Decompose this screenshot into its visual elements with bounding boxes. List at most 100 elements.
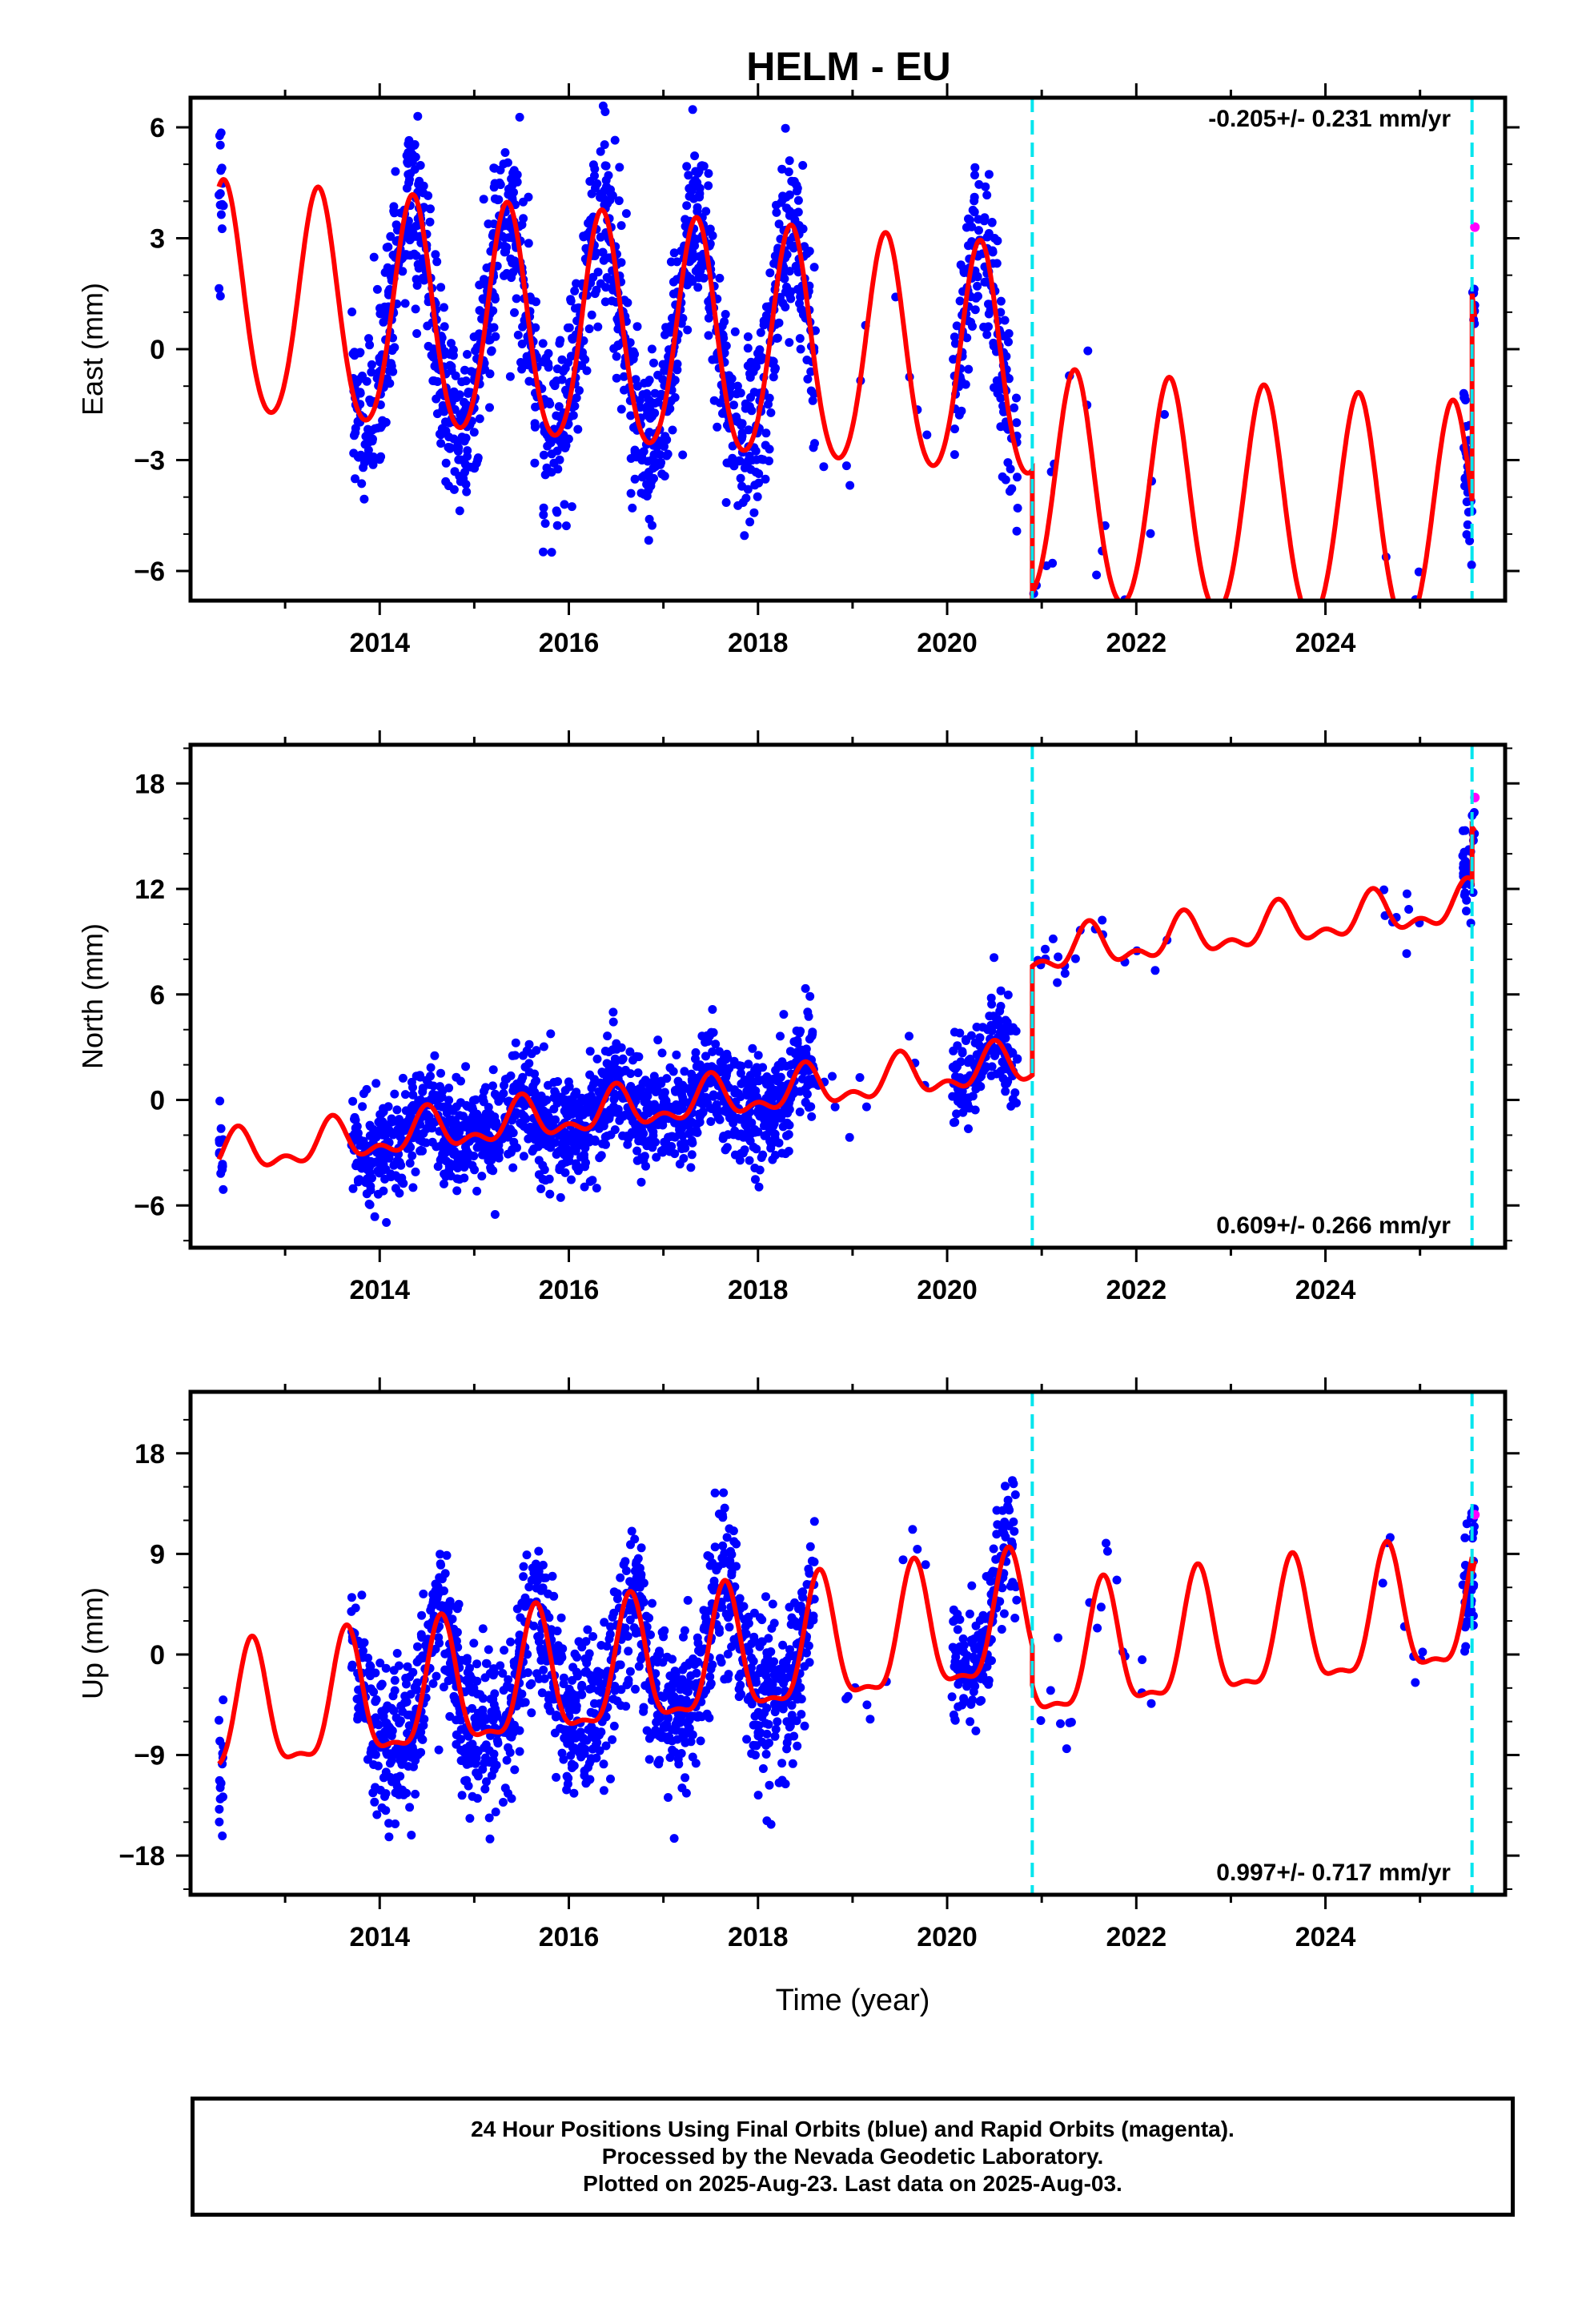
data-point (400, 1090, 410, 1100)
data-point (753, 1731, 763, 1741)
data-point (414, 1096, 424, 1105)
data-point (801, 983, 810, 993)
data-point (806, 367, 816, 376)
data-point (554, 1095, 564, 1104)
data-point (350, 1129, 359, 1139)
data-point (380, 1719, 390, 1728)
y-tick-label: 18 (135, 769, 165, 799)
data-point (774, 1778, 784, 1787)
data-point (652, 442, 662, 452)
data-point (472, 1186, 482, 1196)
data-point (772, 200, 781, 210)
data-point (381, 417, 391, 427)
data-point (1054, 952, 1063, 962)
data-point (619, 372, 628, 381)
data-point (382, 1128, 391, 1137)
data-point (469, 428, 479, 437)
data-point (741, 493, 751, 503)
data-point (769, 1112, 778, 1121)
data-point (584, 1137, 594, 1147)
data-point (463, 1667, 472, 1677)
x-tick-label: 2020 (917, 628, 978, 658)
data-point (538, 339, 548, 348)
data-point (619, 1560, 628, 1570)
data-point (952, 321, 962, 331)
data-point (736, 473, 745, 483)
data-point (536, 1586, 546, 1595)
data-point (741, 1112, 750, 1122)
data-point (215, 140, 225, 150)
data-point (1008, 1578, 1018, 1587)
data-point (460, 1173, 469, 1183)
data-point (473, 1771, 483, 1781)
data-point (604, 171, 613, 180)
data-point (742, 1735, 752, 1744)
data-point (913, 1545, 922, 1554)
data-point (802, 356, 812, 364)
data-point (362, 451, 371, 460)
data-point (580, 1667, 590, 1677)
data-point (845, 1132, 854, 1142)
data-point (782, 1738, 792, 1747)
data-point (436, 1559, 445, 1569)
data-point (688, 1752, 697, 1762)
data-point (456, 1098, 465, 1108)
data-point (716, 1057, 725, 1067)
data-point (506, 1125, 516, 1135)
data-point (999, 1609, 1009, 1618)
data-point (499, 1686, 508, 1695)
data-point (452, 1730, 461, 1739)
data-point (611, 1092, 620, 1102)
data-point (536, 1092, 546, 1100)
data-point (568, 1675, 577, 1685)
data-point (556, 336, 565, 345)
data-point (366, 1181, 375, 1191)
data-point (632, 1557, 641, 1566)
data-point (481, 1753, 490, 1763)
data-point (436, 283, 446, 292)
data-point (472, 1794, 482, 1803)
data-point (1009, 1517, 1018, 1526)
data-point (347, 1593, 356, 1602)
data-point (664, 1793, 673, 1802)
data-point (1414, 567, 1423, 577)
data-point (795, 1028, 805, 1038)
data-point (590, 164, 600, 174)
data-point (791, 261, 801, 271)
data-point (752, 1720, 761, 1730)
x-tick-label: 2016 (539, 628, 600, 658)
data-point (950, 339, 960, 348)
data-point (681, 1661, 690, 1671)
data-point (734, 1692, 744, 1702)
x-tick-label: 2020 (917, 1275, 978, 1305)
data-point (670, 392, 680, 402)
data-point (444, 1096, 454, 1105)
data-point (536, 1184, 546, 1193)
data-point (392, 1158, 402, 1168)
data-point (774, 219, 784, 229)
data-point (601, 1140, 610, 1149)
data-point (964, 364, 974, 374)
data-point (776, 1031, 785, 1041)
data-point (636, 489, 646, 498)
data-point (364, 334, 373, 344)
data-point (805, 1658, 814, 1667)
data-point (967, 222, 977, 231)
data-point (428, 1595, 438, 1605)
data-point (677, 1749, 686, 1758)
data-point (376, 1681, 386, 1691)
data-point (637, 1153, 647, 1163)
data-point (737, 481, 747, 491)
data-point (599, 1786, 608, 1795)
data-point (990, 953, 999, 963)
x-tick-label: 2022 (1106, 628, 1166, 658)
data-point (454, 1599, 464, 1609)
data-point (643, 1092, 652, 1101)
data-point (520, 1062, 530, 1072)
data-point (663, 449, 673, 459)
data-point (947, 1692, 957, 1702)
data-point (478, 1150, 487, 1160)
data-point (729, 1056, 739, 1066)
data-point (621, 1702, 631, 1711)
